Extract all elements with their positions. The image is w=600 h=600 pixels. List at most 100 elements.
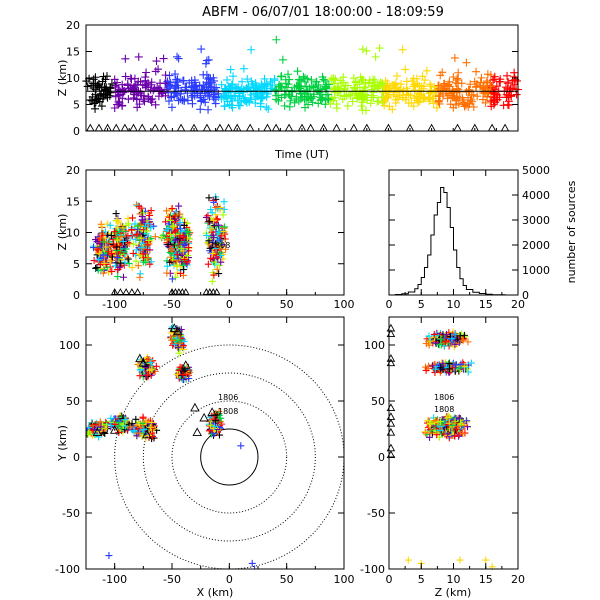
source-point bbox=[280, 101, 289, 110]
source-point bbox=[302, 82, 311, 91]
source-point bbox=[178, 227, 186, 235]
source-point bbox=[274, 91, 283, 100]
source-point bbox=[148, 365, 156, 373]
station-marker bbox=[212, 288, 221, 295]
source-point bbox=[293, 67, 302, 76]
source-point bbox=[209, 92, 218, 101]
source-point bbox=[175, 231, 183, 239]
yz-points bbox=[404, 328, 496, 571]
z-tick-label: 20 bbox=[66, 19, 80, 32]
source-point bbox=[124, 255, 132, 263]
source-point bbox=[208, 228, 216, 236]
source-point bbox=[437, 364, 445, 372]
source-point bbox=[495, 77, 504, 86]
source-point bbox=[114, 217, 122, 225]
source-point bbox=[106, 221, 114, 229]
source-point bbox=[308, 98, 317, 107]
station-marker bbox=[120, 123, 130, 132]
yz-annotation-1806: 1806 bbox=[434, 393, 454, 402]
histogram-y-axis-label: number of sources bbox=[565, 180, 578, 283]
z-tick-label: 5 bbox=[73, 99, 80, 112]
source-point bbox=[430, 330, 438, 338]
source-point bbox=[351, 77, 360, 86]
source-point bbox=[388, 81, 397, 90]
source-point bbox=[388, 105, 397, 114]
source-point bbox=[176, 232, 184, 240]
source-point bbox=[176, 95, 185, 104]
source-point bbox=[171, 212, 179, 220]
source-point bbox=[138, 244, 146, 252]
source-point bbox=[142, 363, 150, 371]
source-point bbox=[125, 260, 133, 268]
source-point bbox=[105, 552, 113, 560]
source-point bbox=[113, 88, 122, 97]
source-point bbox=[181, 85, 190, 94]
source-point bbox=[144, 92, 153, 101]
source-point bbox=[89, 244, 97, 252]
z-tick-label: 10 bbox=[66, 72, 80, 85]
source-point bbox=[112, 210, 120, 218]
source-point bbox=[510, 72, 519, 81]
source-point bbox=[197, 85, 206, 94]
source-point bbox=[470, 77, 479, 86]
source-point bbox=[319, 75, 328, 84]
source-point bbox=[217, 258, 225, 266]
source-point bbox=[176, 210, 184, 218]
station-marker bbox=[92, 427, 103, 437]
source-point bbox=[246, 86, 255, 95]
source-point bbox=[434, 97, 443, 106]
y-axis-label: Z (km) bbox=[56, 60, 69, 97]
source-point bbox=[487, 97, 496, 106]
source-point bbox=[122, 417, 130, 425]
source-point bbox=[212, 410, 220, 418]
station-marker bbox=[176, 123, 186, 132]
source-point bbox=[163, 269, 171, 277]
source-point bbox=[138, 80, 147, 89]
source-point bbox=[469, 90, 478, 99]
source-point bbox=[374, 97, 383, 106]
source-point bbox=[129, 214, 137, 222]
source-point bbox=[221, 223, 229, 231]
source-point bbox=[175, 349, 183, 357]
source-point bbox=[178, 371, 186, 379]
source-point bbox=[89, 75, 98, 84]
source-point bbox=[173, 52, 182, 61]
source-point bbox=[437, 335, 445, 343]
source-point bbox=[180, 241, 188, 249]
source-point bbox=[316, 93, 325, 102]
source-point bbox=[336, 91, 345, 100]
source-point bbox=[314, 80, 323, 89]
source-point bbox=[488, 76, 497, 85]
source-point bbox=[216, 236, 224, 244]
source-point bbox=[172, 236, 180, 244]
source-point bbox=[452, 425, 460, 433]
source-point bbox=[468, 97, 477, 106]
source-point bbox=[105, 268, 113, 276]
source-point bbox=[391, 79, 400, 88]
source-point bbox=[129, 93, 138, 102]
source-point bbox=[100, 428, 108, 436]
source-point bbox=[389, 90, 398, 99]
source-point bbox=[159, 54, 168, 63]
source-point bbox=[466, 96, 475, 105]
source-point bbox=[238, 77, 247, 86]
source-point bbox=[394, 86, 403, 95]
x-axis-label: Time (UT) bbox=[274, 148, 329, 161]
source-point bbox=[146, 260, 154, 268]
source-point bbox=[307, 75, 316, 84]
source-point bbox=[318, 94, 327, 103]
source-point bbox=[140, 426, 148, 434]
source-point bbox=[95, 250, 103, 258]
plan-view-annotation-1808: 1808 bbox=[218, 407, 238, 416]
source-point bbox=[210, 234, 218, 242]
station-marker bbox=[128, 288, 136, 295]
source-point bbox=[144, 227, 152, 235]
source-point bbox=[142, 258, 150, 266]
source-point bbox=[110, 103, 119, 112]
hist-y-tick-label: 3000 bbox=[522, 214, 550, 227]
source-point bbox=[136, 273, 144, 281]
source-point bbox=[214, 221, 222, 229]
source-point bbox=[161, 71, 170, 80]
station-marker bbox=[133, 288, 142, 295]
time-height-panel: 1800180118021803180418051806180718081809… bbox=[56, 19, 522, 161]
